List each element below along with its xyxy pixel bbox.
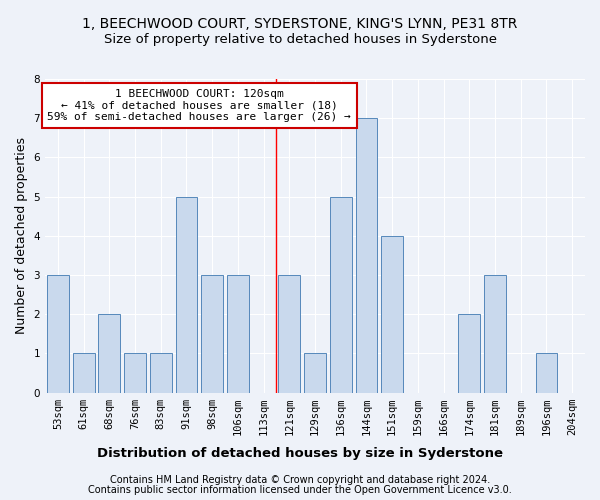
Y-axis label: Number of detached properties: Number of detached properties [15, 138, 28, 334]
Bar [381, 236, 403, 392]
Bar [176, 196, 197, 392]
Text: 1 BEECHWOOD COURT: 120sqm
← 41% of detached houses are smaller (18)
59% of semi-: 1 BEECHWOOD COURT: 120sqm ← 41% of detac… [47, 89, 351, 122]
Bar [304, 354, 326, 393]
Bar [227, 275, 249, 392]
Bar [47, 275, 69, 392]
Text: Contains public sector information licensed under the Open Government Licence v3: Contains public sector information licen… [88, 485, 512, 495]
Bar [484, 275, 506, 392]
Bar [330, 196, 352, 392]
Text: Distribution of detached houses by size in Syderstone: Distribution of detached houses by size … [97, 448, 503, 460]
Bar [278, 275, 300, 392]
Bar [458, 314, 480, 392]
Bar [201, 275, 223, 392]
Text: Contains HM Land Registry data © Crown copyright and database right 2024.: Contains HM Land Registry data © Crown c… [110, 475, 490, 485]
Bar [124, 354, 146, 393]
Bar [536, 354, 557, 393]
Bar [73, 354, 95, 393]
Bar [98, 314, 120, 392]
Text: 1, BEECHWOOD COURT, SYDERSTONE, KING'S LYNN, PE31 8TR: 1, BEECHWOOD COURT, SYDERSTONE, KING'S L… [82, 18, 518, 32]
Bar [356, 118, 377, 392]
Text: Size of property relative to detached houses in Syderstone: Size of property relative to detached ho… [104, 32, 497, 46]
Bar [150, 354, 172, 393]
